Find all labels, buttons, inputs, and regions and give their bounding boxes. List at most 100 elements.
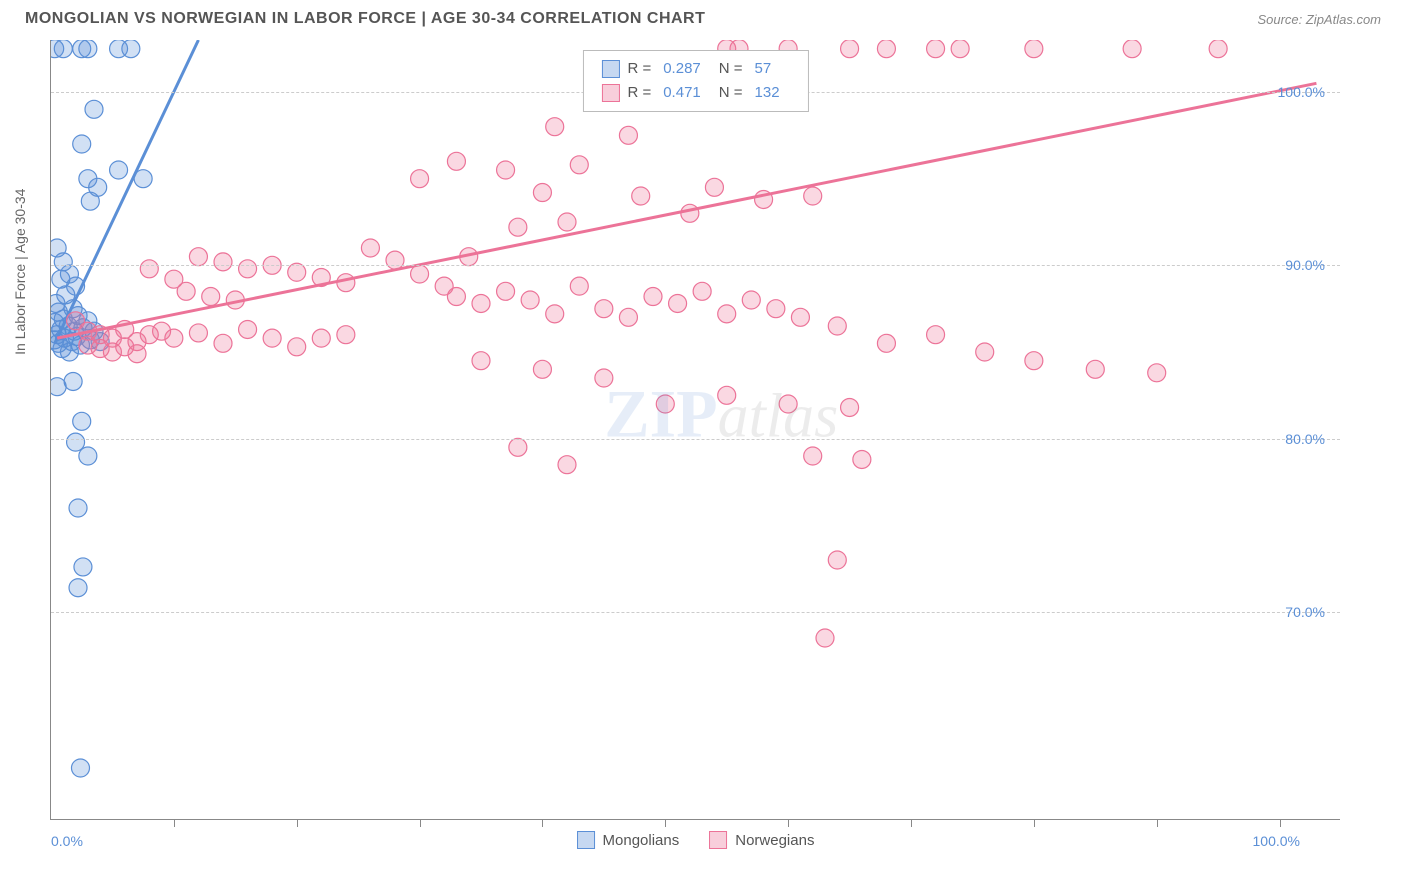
data-point bbox=[69, 499, 87, 517]
data-point bbox=[816, 629, 834, 647]
n-value-norwegians: 132 bbox=[755, 81, 780, 105]
gridline-h bbox=[51, 439, 1340, 440]
data-point bbox=[779, 395, 797, 413]
data-point bbox=[67, 433, 85, 451]
data-point bbox=[177, 282, 195, 300]
data-point bbox=[51, 378, 66, 396]
x-tick bbox=[174, 819, 175, 827]
data-point bbox=[472, 294, 490, 312]
data-point bbox=[509, 438, 527, 456]
data-point bbox=[239, 260, 257, 278]
x-axis-min-label: 0.0% bbox=[51, 833, 83, 849]
x-tick bbox=[665, 819, 666, 827]
data-point bbox=[73, 412, 91, 430]
n-value-mongolians: 57 bbox=[755, 57, 772, 81]
data-point bbox=[804, 447, 822, 465]
data-point bbox=[742, 291, 760, 309]
legend-item-mongolians: Mongolians bbox=[577, 831, 680, 849]
data-point bbox=[644, 288, 662, 306]
x-axis-max-label: 100.0% bbox=[1253, 833, 1300, 849]
series-legend: Mongolians Norwegians bbox=[577, 831, 815, 849]
data-point bbox=[312, 268, 330, 286]
data-point bbox=[263, 329, 281, 347]
y-tick-label: 90.0% bbox=[1285, 257, 1325, 273]
data-point bbox=[877, 40, 895, 58]
data-point bbox=[828, 317, 846, 335]
x-tick bbox=[542, 819, 543, 827]
data-point bbox=[828, 551, 846, 569]
data-point bbox=[472, 352, 490, 370]
data-point bbox=[189, 248, 207, 266]
data-point bbox=[54, 40, 72, 58]
data-point bbox=[497, 282, 515, 300]
data-point bbox=[595, 300, 613, 318]
data-point bbox=[767, 300, 785, 318]
data-point bbox=[411, 170, 429, 188]
legend-item-norwegians: Norwegians bbox=[709, 831, 814, 849]
plot-area: ZIPatlas R = 0.287 N = 57 R = 0.471 N = … bbox=[50, 40, 1340, 820]
y-tick-label: 80.0% bbox=[1285, 431, 1325, 447]
x-tick bbox=[911, 819, 912, 827]
data-point bbox=[288, 338, 306, 356]
data-point bbox=[239, 320, 257, 338]
data-point bbox=[570, 156, 588, 174]
data-point bbox=[595, 369, 613, 387]
data-point bbox=[1209, 40, 1227, 58]
x-tick bbox=[1280, 819, 1281, 827]
data-point bbox=[69, 579, 87, 597]
data-point bbox=[521, 291, 539, 309]
gridline-h bbox=[51, 612, 1340, 613]
data-point bbox=[226, 291, 244, 309]
y-tick-label: 70.0% bbox=[1285, 604, 1325, 620]
data-point bbox=[128, 345, 146, 363]
data-point bbox=[619, 308, 637, 326]
data-point bbox=[60, 343, 78, 361]
data-point bbox=[804, 187, 822, 205]
data-point bbox=[533, 360, 551, 378]
data-point bbox=[411, 265, 429, 283]
data-point bbox=[497, 161, 515, 179]
data-point bbox=[134, 170, 152, 188]
data-point bbox=[877, 334, 895, 352]
data-point bbox=[853, 450, 871, 468]
data-point bbox=[693, 282, 711, 300]
x-tick bbox=[420, 819, 421, 827]
data-point bbox=[337, 326, 355, 344]
data-point bbox=[632, 187, 650, 205]
data-point bbox=[337, 274, 355, 292]
data-point bbox=[64, 372, 82, 390]
data-point bbox=[705, 178, 723, 196]
data-point bbox=[165, 329, 183, 347]
data-point bbox=[1025, 352, 1043, 370]
chart-header: MONGOLIAN VS NORWEGIAN IN LABOR FORCE | … bbox=[0, 0, 1406, 33]
data-point bbox=[122, 40, 140, 58]
r-value-mongolians: 0.287 bbox=[663, 57, 701, 81]
data-point bbox=[74, 558, 92, 576]
data-point bbox=[951, 40, 969, 58]
data-point bbox=[79, 40, 97, 58]
data-point bbox=[214, 334, 232, 352]
y-axis-title: In Labor Force | Age 30-34 bbox=[12, 189, 28, 355]
data-point bbox=[927, 326, 945, 344]
data-point bbox=[570, 277, 588, 295]
data-point bbox=[312, 329, 330, 347]
data-point bbox=[361, 239, 379, 257]
data-point bbox=[533, 184, 551, 202]
r-value-norwegians: 0.471 bbox=[663, 81, 701, 105]
data-point bbox=[718, 386, 736, 404]
x-tick bbox=[788, 819, 789, 827]
data-point bbox=[1025, 40, 1043, 58]
x-tick bbox=[1034, 819, 1035, 827]
data-point bbox=[669, 294, 687, 312]
data-point bbox=[841, 398, 859, 416]
data-point bbox=[841, 40, 859, 58]
scatter-svg bbox=[51, 40, 1341, 820]
data-point bbox=[81, 192, 99, 210]
data-point bbox=[546, 305, 564, 323]
data-point bbox=[546, 118, 564, 136]
data-point bbox=[558, 456, 576, 474]
data-point bbox=[656, 395, 674, 413]
chart-source: Source: ZipAtlas.com bbox=[1257, 12, 1381, 27]
chart-title: MONGOLIAN VS NORWEGIAN IN LABOR FORCE | … bbox=[25, 10, 705, 28]
data-point bbox=[718, 305, 736, 323]
